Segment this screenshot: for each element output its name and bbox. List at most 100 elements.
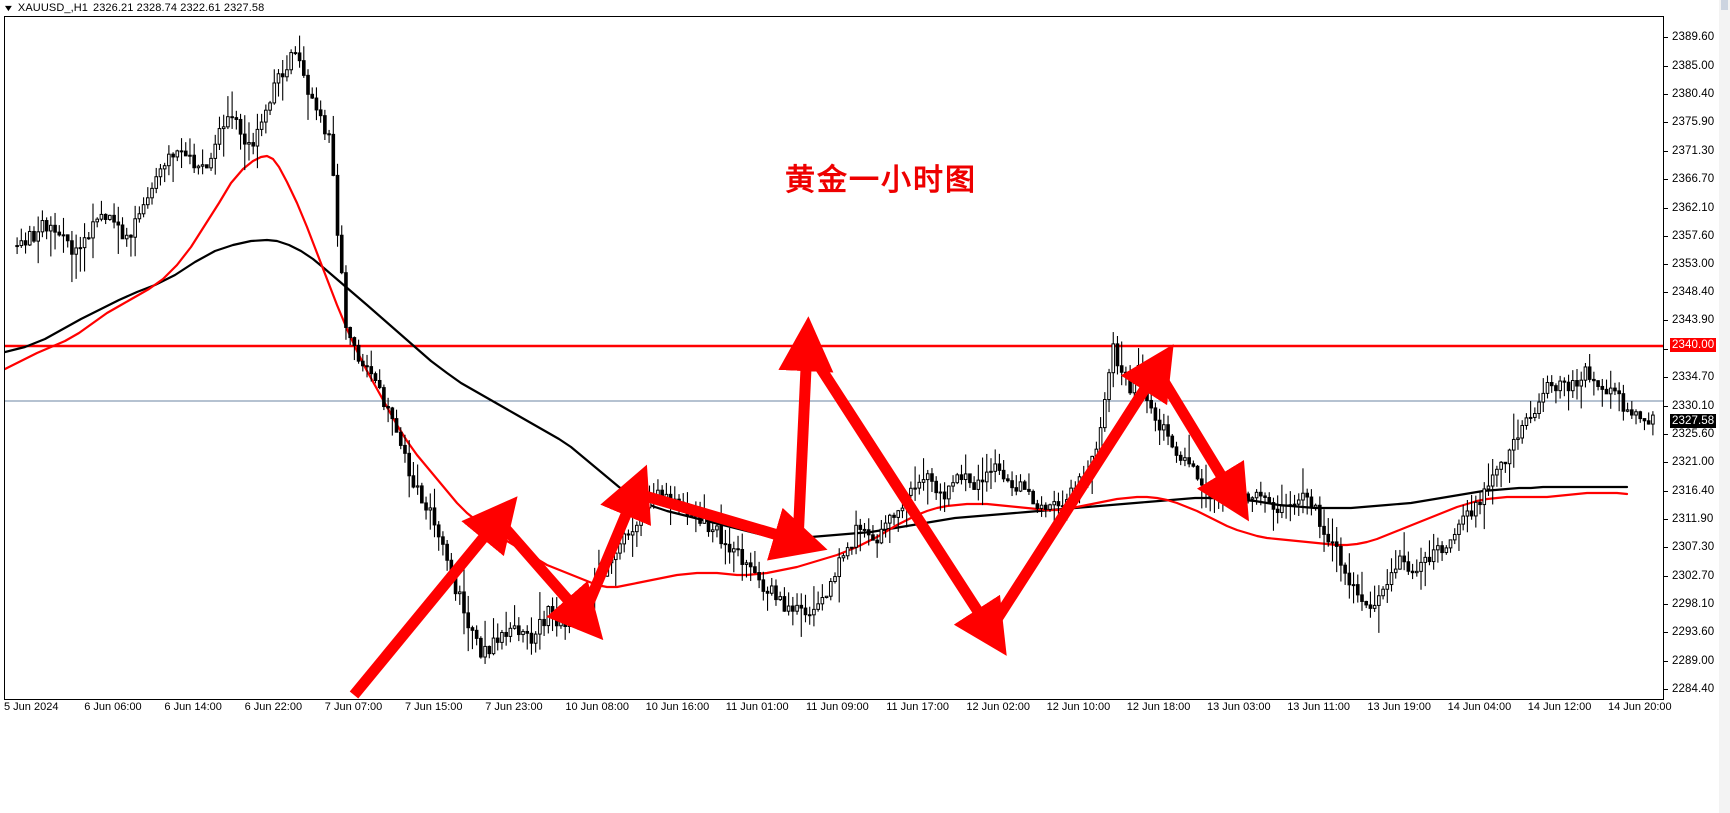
candle-bullish (1103, 399, 1107, 429)
candle-bullish (78, 247, 83, 250)
candle-bullish (618, 543, 622, 554)
candle-bearish (1364, 600, 1369, 606)
price-axis[interactable]: 2389.60 2385.00 2380.40 2375.90 2371.30 2366.… (1663, 16, 1730, 700)
candle-bearish (1178, 454, 1183, 461)
candle-bullish (715, 525, 719, 531)
candle-bullish (188, 154, 192, 157)
candle-bearish (466, 612, 471, 629)
candle-bullish (61, 234, 66, 237)
candle-bullish (1301, 492, 1305, 501)
candle-bearish (192, 154, 196, 169)
candle-bullish (947, 485, 951, 500)
candle-bearish (1621, 393, 1626, 412)
price-tick-label: 2389.60 (1672, 31, 1715, 44)
vertical-scrollbar[interactable] (1719, 0, 1730, 813)
candle-bullish (1583, 366, 1588, 381)
candle-bullish (795, 604, 799, 612)
ma-fast-line (5, 154, 1629, 589)
candle-bearish (65, 234, 70, 242)
candle-bullish (837, 557, 842, 578)
candle-bearish (866, 529, 871, 536)
candle-bearish (1153, 407, 1158, 421)
candle-bearish (436, 524, 441, 538)
candle-bearish (1014, 487, 1019, 492)
candle-bullish (1474, 501, 1478, 517)
candle-bearish (529, 632, 534, 644)
candle-bullish (955, 474, 960, 484)
candle-bullish (993, 463, 998, 472)
price-tick-label: 2289.00 (1672, 654, 1715, 667)
candle-bullish (95, 218, 100, 223)
candle-bearish (892, 514, 896, 518)
candle-bullish (909, 487, 913, 496)
candle-bearish (774, 585, 778, 601)
candle-bullish (1436, 545, 1440, 551)
candle-bullish (285, 69, 289, 78)
chart-plot-area[interactable] (5, 17, 1663, 700)
candle-bearish (86, 237, 91, 240)
scrollbar-thumb[interactable] (1721, 0, 1728, 10)
candle-bearish (968, 473, 972, 484)
candle-bearish (441, 536, 445, 545)
time-tick-label: 11 Jun 17:00 (886, 701, 949, 713)
candle-bearish (44, 220, 49, 232)
candle-bullish (1482, 488, 1487, 506)
candle-bearish (803, 607, 808, 616)
dropdown-caret-icon[interactable]: ▼ (2, 2, 15, 13)
candle-bullish (141, 204, 146, 215)
candle-bullish (1048, 504, 1052, 510)
candle-bearish (1056, 501, 1061, 507)
candle-bullish (196, 165, 201, 169)
candle-bearish (1322, 525, 1326, 535)
candle-bullish (1284, 504, 1288, 507)
candle-bullish (1651, 414, 1655, 425)
candle-bearish (1613, 387, 1617, 392)
candle-bearish (57, 231, 62, 236)
candle-bullish (1393, 568, 1398, 574)
candle-bearish (1191, 463, 1196, 467)
candle-bearish (382, 387, 386, 408)
candle-bearish (1355, 584, 1360, 596)
candle-bullish (883, 522, 888, 530)
candle-bearish (318, 109, 323, 117)
time-tick-label: 13 Jun 11:00 (1287, 701, 1350, 713)
candle-bullish (1250, 497, 1255, 500)
candle-bullish (1465, 510, 1470, 517)
ohlc-values: 2326.21 2328.74 2322.61 2327.58 (93, 2, 265, 14)
candle-bearish (348, 326, 352, 339)
candle-bearish (407, 452, 411, 477)
candle-bullish (786, 605, 791, 612)
candle-bullish (49, 224, 53, 232)
candle-bearish (740, 548, 745, 565)
candle-bullish (1111, 343, 1116, 374)
candle-bearish (1010, 480, 1014, 489)
candle-bullish (209, 157, 213, 169)
candle-bearish (807, 614, 812, 617)
candle-bullish (91, 221, 95, 239)
time-tick-label: 7 Jun 15:00 (405, 701, 463, 713)
candle-bullish (158, 168, 163, 178)
candle-bullish (99, 213, 104, 220)
candle-bullish (145, 197, 150, 206)
candle-bullish (428, 507, 433, 511)
candle-bearish (748, 562, 753, 568)
price-tick (1664, 604, 1668, 606)
candle-bullish (1541, 392, 1546, 403)
candle-bullish (1254, 491, 1259, 499)
price-tick-label: 2348.40 (1672, 286, 1715, 299)
candle-bearish (1617, 390, 1621, 395)
candle-bearish (398, 431, 403, 446)
price-tick (1664, 235, 1668, 237)
candle-bearish (1275, 508, 1280, 514)
candle-bearish (1187, 457, 1191, 465)
candle-bearish (495, 637, 500, 643)
candle-bullish (854, 524, 858, 548)
price-tick (1664, 405, 1668, 407)
candle-bearish (1503, 461, 1508, 465)
time-axis[interactable]: 5 Jun 2024 6 Jun 06:00 6 Jun 14:00 6 Jun 22… (4, 700, 1672, 720)
candle-bearish (1406, 561, 1411, 572)
candle-bearish (70, 240, 74, 255)
candle-bullish (255, 128, 260, 147)
candle-bullish (938, 491, 943, 494)
chart-frame (4, 16, 1663, 700)
